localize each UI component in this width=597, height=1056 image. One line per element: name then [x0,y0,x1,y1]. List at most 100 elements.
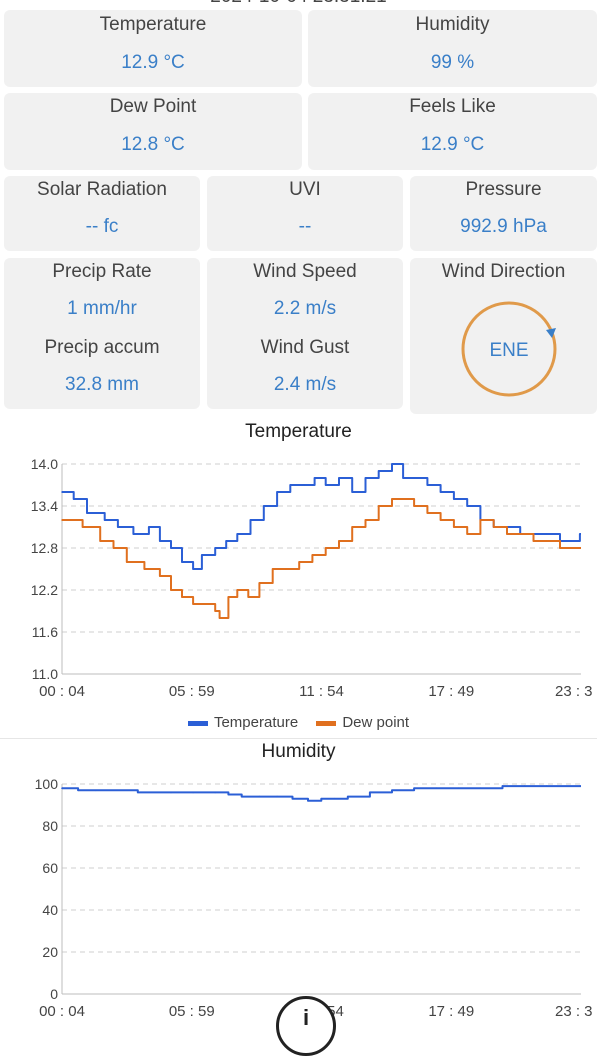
feels-like-value: 12.9 °C [420,134,485,155]
data-point [351,526,354,528]
data-point [413,505,415,507]
data-point [126,561,128,563]
legend-temperature-swatch [187,720,208,726]
data-point [298,561,301,563]
precip-accum-value: 32.8 mm [65,374,139,395]
wind-gust-value: 2.4 m/s [273,374,337,395]
data-point [391,463,393,465]
data-point [289,484,292,486]
data-point [170,589,172,591]
y-tick-label: 12.2 [31,582,58,598]
temperature-series-line [62,463,581,570]
data-point [453,498,455,500]
data-point [313,477,316,479]
data-point [532,540,535,542]
date-header: 2024-10-04 23:31:21 [0,0,597,8]
y-tick-label: 40 [42,902,58,918]
data-point [439,491,442,493]
data-point [203,603,205,605]
data-point [77,789,79,792]
data-point [466,505,469,507]
data-point [148,526,150,528]
data-point [307,800,309,802]
pressure-card: Pressure 992.9 hPa [410,176,597,251]
data-point [391,789,393,792]
data-point [192,791,194,794]
data-point [311,554,314,556]
compass-arrow-icon [546,328,556,338]
data-point [201,554,203,556]
legend-dew-label: Dew point [342,714,410,731]
data-point [170,547,172,549]
data-point [291,797,294,800]
data-point [117,526,119,528]
uvi-label: UVI [289,179,321,200]
data-point [218,617,221,619]
data-point [95,789,97,792]
hum-series-line [62,785,581,802]
data-point [61,491,63,493]
precip-card: Precip Rate 1 mm/hr Precip accum 32.8 mm [4,258,200,409]
data-point [559,547,561,549]
temperature-card: Temperature 12.9 °C [4,10,302,87]
data-point [545,533,548,535]
data-point [112,547,115,549]
data-point [338,477,340,479]
temperature-label: Temperature [99,14,207,35]
feels-like-card: Feels Like 12.9 °C [308,93,597,170]
data-point [402,498,404,500]
x-tick-label: 17 : 49 [428,1003,474,1020]
data-point [333,797,336,800]
wind-direction-card: Wind Direction ENE [410,258,597,414]
pressure-value: 992.9 hPa [460,216,547,237]
data-point [72,498,75,500]
x-tick-label: 00 : 04 [39,683,85,700]
data-point [61,787,63,789]
data-point [347,795,349,798]
humidity-label: Humidity [415,14,490,35]
data-point [369,791,371,794]
data-point [214,610,216,612]
data-point [426,512,429,514]
data-point [247,596,250,598]
uvi-value: -- [298,216,312,237]
wind-speed-value: 2.2 m/s [273,298,337,319]
y-tick-label: 11.0 [32,666,58,682]
data-point [258,795,261,798]
wind-direction-value: ENE [489,340,528,361]
wind-compass: ENE [461,301,557,397]
data-point [570,547,572,549]
data-point [86,512,88,514]
data-point [377,470,380,472]
data-point [413,477,415,479]
y-tick-label: 11.6 [32,624,58,640]
data-point [137,791,139,794]
data-point [364,519,367,521]
info-icon: i [302,1005,310,1030]
data-point [225,540,227,542]
humidity-chart-title: Humidity [261,741,336,762]
data-point [506,533,508,535]
data-point [61,519,63,521]
x-tick-label: 17 : 49 [428,683,474,700]
info-fab-button[interactable]: i [276,996,336,1056]
dew-point-series-line [62,498,581,619]
solar-radiation-value: -- fc [85,216,119,237]
pressure-label: Pressure [465,179,542,200]
data-point [240,795,243,798]
data-point [457,787,460,789]
y-tick-label: 100 [35,776,59,792]
data-point [466,533,469,535]
data-point [338,540,340,542]
data-point [426,484,429,486]
dew-point-card: Dew Point 12.8 °C [4,93,302,170]
data-point [249,519,252,521]
data-point [479,787,482,789]
solar-radiation-card: Solar Radiation -- fc [4,176,200,251]
humidity-card: Humidity 99 % [308,10,597,87]
data-point [302,484,305,486]
data-point [214,547,216,549]
data-point [579,785,581,787]
section-divider [0,738,597,739]
